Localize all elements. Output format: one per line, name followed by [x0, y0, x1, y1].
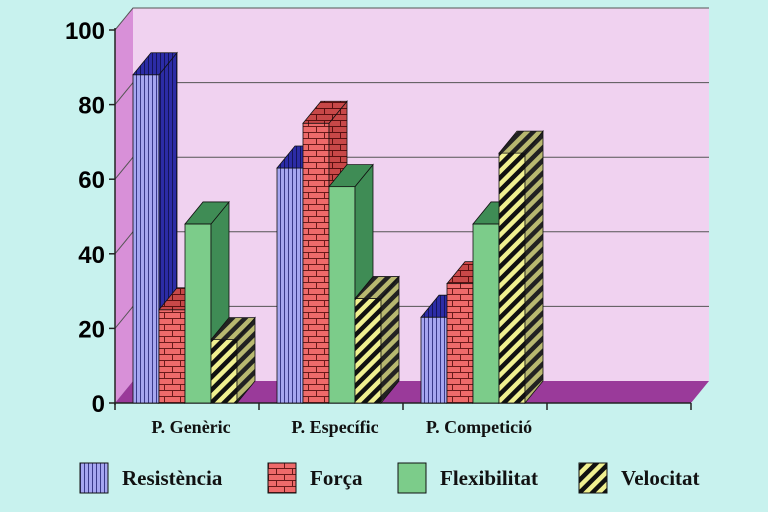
bar-front	[446, 283, 474, 404]
bar-front	[158, 309, 186, 404]
bar-front	[472, 223, 500, 404]
x-tick-label: P. Competició	[426, 417, 532, 437]
side-wall	[115, 8, 133, 403]
legend-label-resistencia: Resistència	[122, 466, 223, 490]
legend-swatch-resistencia	[79, 462, 109, 494]
gridline	[114, 7, 709, 31]
bar-front	[276, 167, 304, 404]
bar-front	[210, 339, 238, 404]
legend-label-velocitat: Velocitat	[621, 466, 700, 490]
y-tick-label: 40	[78, 242, 105, 269]
bar-front	[184, 223, 212, 404]
legend: Resistència Força Flexibilitat Velocitat	[79, 462, 700, 494]
legend-swatch-velocitat	[578, 462, 608, 494]
legend-label-flexibilitat: Flexibilitat	[440, 466, 538, 490]
bar-front	[354, 298, 382, 404]
bar-top	[184, 201, 230, 225]
bar-top	[354, 276, 400, 299]
bar-top	[302, 100, 348, 124]
bar-velocitat-p-especific	[354, 275, 400, 405]
x-tick-label: P. Genèric	[151, 417, 230, 437]
y-tick-label: 80	[78, 93, 105, 120]
y-tick-label: 60	[78, 167, 105, 194]
bar-top	[132, 52, 178, 76]
x-tick-label: P. Específic	[291, 417, 378, 437]
y-tick-label: 20	[78, 316, 105, 343]
bar-front	[420, 316, 448, 404]
bar-front	[328, 186, 356, 404]
bar-top	[498, 130, 544, 154]
bar-front	[302, 122, 330, 404]
legend-label-forca: Força	[310, 466, 363, 490]
bar-velocitat-p-competicio	[498, 129, 544, 405]
floor	[115, 381, 709, 403]
y-tick-label: 100	[65, 18, 105, 45]
bar-front	[132, 74, 160, 404]
bar-side	[524, 129, 544, 405]
bar-front	[498, 152, 526, 404]
bar-top	[328, 164, 374, 188]
y-tick-label: 0	[92, 391, 105, 418]
plot-area: 0 20 40 60 80 100 P. Genèric P. Específic P. Com…	[65, 7, 709, 437]
bar-top	[210, 317, 256, 340]
legend-swatch-flexibilitat	[397, 462, 427, 494]
legend-swatch-forca	[267, 462, 297, 494]
bar-velocitat-p-generic	[210, 316, 256, 405]
